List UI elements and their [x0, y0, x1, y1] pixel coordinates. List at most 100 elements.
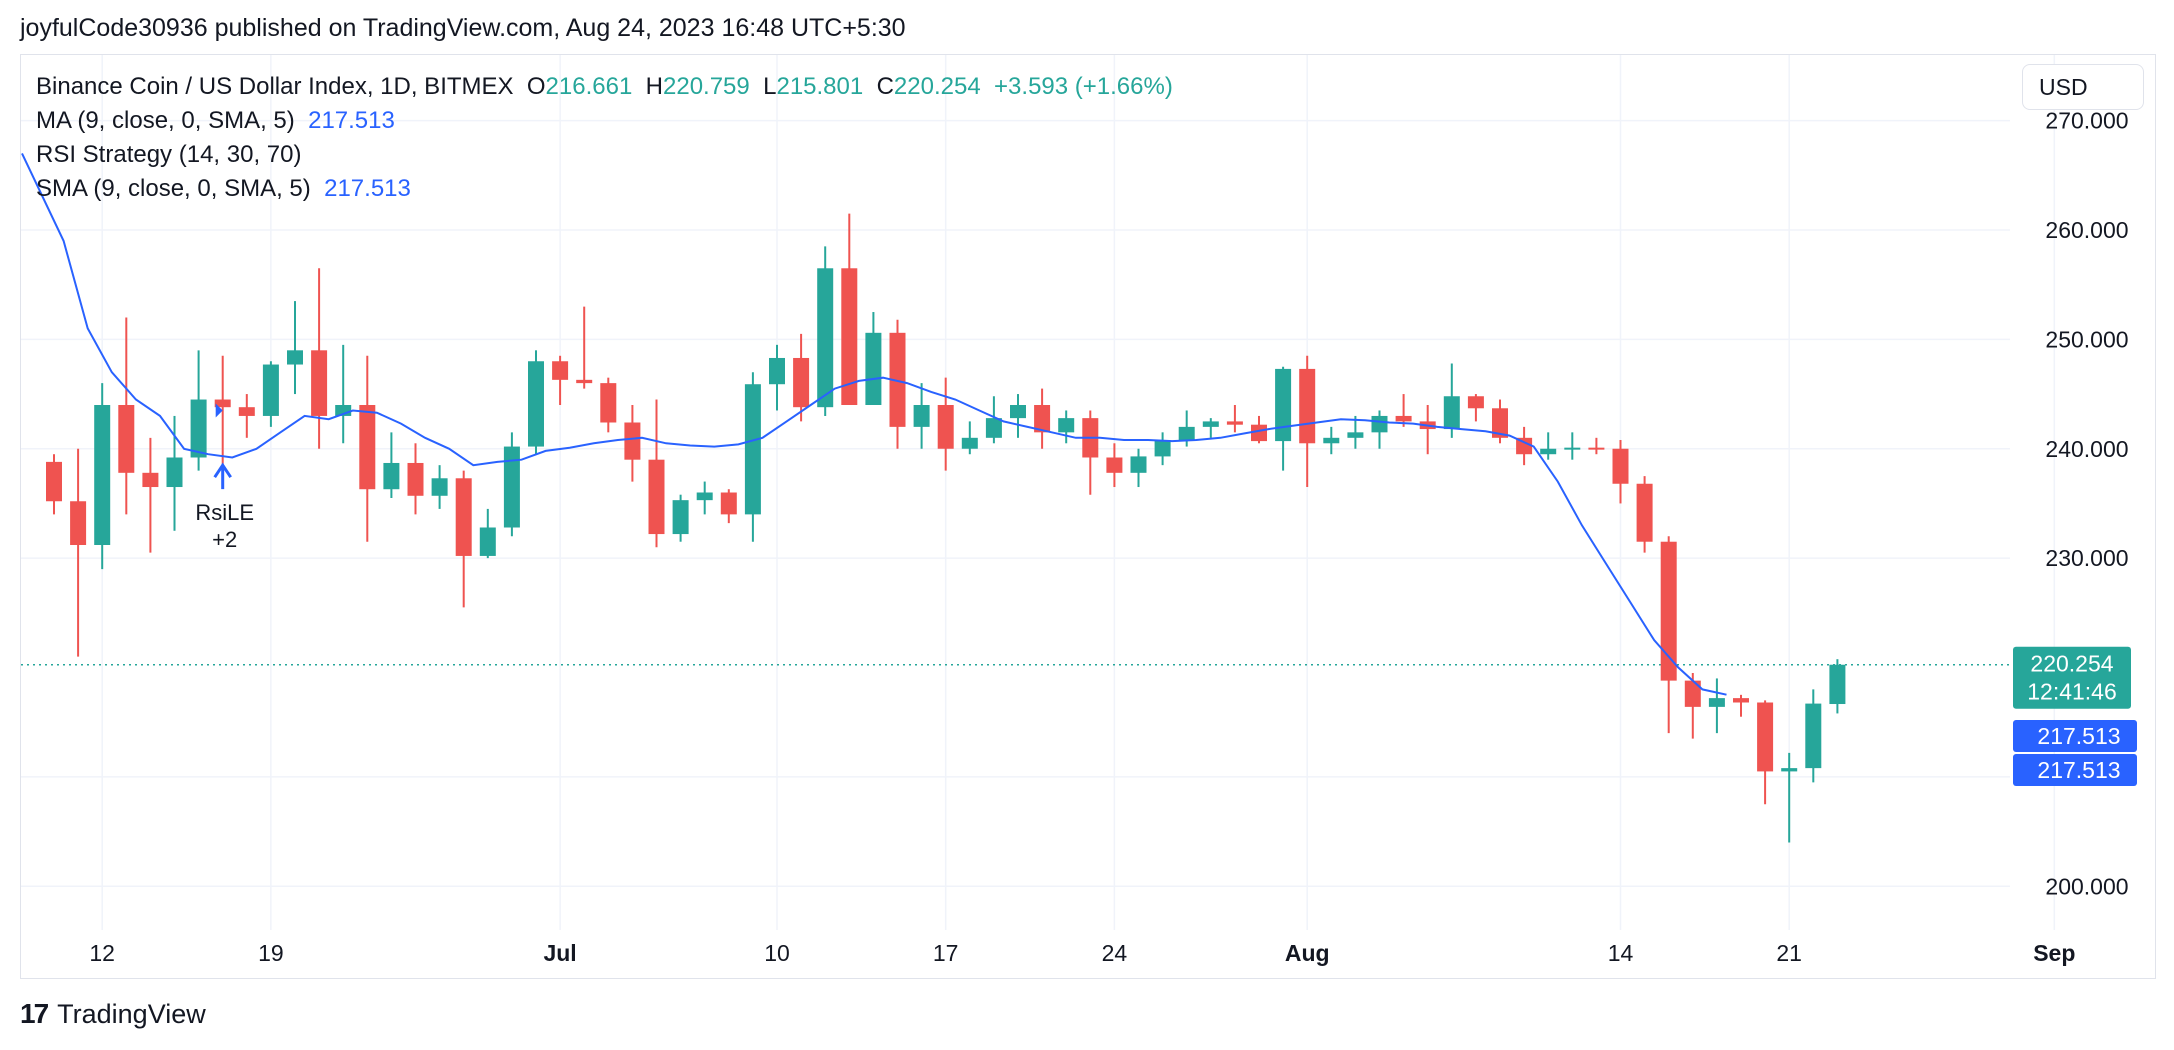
open-label: O [526, 73, 546, 100]
ma-value: 217.513 [308, 107, 395, 134]
y-tick-label: 230.000 [2045, 545, 2128, 571]
candle [1612, 440, 1629, 504]
candle [793, 333, 810, 422]
candle [1275, 366, 1292, 471]
candle [479, 508, 496, 559]
candle-body [190, 399, 207, 458]
candle [1492, 399, 1508, 444]
candle-body [287, 350, 303, 365]
low-value: 215.801 [776, 73, 864, 100]
chart-legend: Binance Coin / US Dollar Index, 1D, BITM… [36, 70, 1173, 206]
x-tick-label: 14 [1608, 940, 1634, 966]
candle [865, 312, 882, 405]
candle-body [431, 478, 448, 496]
x-tick-label: 10 [764, 940, 790, 966]
candle-body [1516, 437, 1533, 455]
candle [431, 465, 448, 509]
candle [1010, 394, 1026, 438]
candle [1299, 355, 1316, 488]
price-tag-value: 217.513 [2037, 723, 2120, 749]
candle [1323, 426, 1340, 455]
candle-body [1251, 424, 1267, 442]
candle-body [262, 364, 279, 416]
candle-body [1130, 456, 1147, 473]
candle-body [1540, 448, 1557, 455]
y-tick-label: 200.000 [2045, 873, 2128, 899]
price-tag [2013, 720, 2137, 752]
candle-body [696, 492, 713, 501]
candle [1829, 659, 1846, 714]
candle-body [1492, 408, 1508, 438]
change-value: +3.593 (+1.66%) [994, 73, 1173, 100]
candle [1516, 426, 1533, 466]
price-tag-value: 217.513 [2037, 757, 2120, 783]
candle [720, 489, 737, 524]
candle-body [841, 268, 858, 405]
candle-body [600, 383, 617, 423]
candle [1082, 410, 1099, 495]
candle [335, 344, 352, 444]
candle-body [793, 357, 810, 408]
rsi-row[interactable]: RSI Strategy (14, 30, 70) [36, 138, 1173, 172]
candle-body [503, 446, 520, 528]
ohlc-row: Binance Coin / US Dollar Index, 1D, BITM… [36, 70, 1173, 104]
candle-body [455, 478, 472, 556]
candle [1564, 432, 1581, 460]
candle-body [1805, 703, 1822, 769]
candle-body [648, 459, 665, 535]
sma-row[interactable]: SMA (9, close, 0, SMA, 5) 217.513 [36, 172, 1173, 206]
candle-body [1564, 447, 1581, 450]
candle-body [624, 422, 641, 460]
candle-body [672, 500, 689, 535]
candle [1371, 410, 1388, 449]
candle [94, 383, 111, 570]
candle [817, 246, 834, 416]
candle [1419, 405, 1436, 455]
y-tick-label: 250.000 [2045, 326, 2128, 352]
footer-branding: 17 TradingView [20, 998, 206, 1030]
candle-body [1226, 421, 1243, 425]
candle-body [1323, 437, 1340, 444]
candle-body [166, 457, 183, 488]
ma-row[interactable]: MA (9, close, 0, SMA, 5) 217.513 [36, 104, 1173, 138]
low-label: L [763, 73, 777, 100]
candle-body [1275, 368, 1292, 442]
candle-body [961, 437, 978, 449]
ma-label: MA (9, close, 0, SMA, 5) [36, 107, 295, 134]
candle [1805, 689, 1822, 783]
candle [961, 421, 978, 455]
candle [238, 394, 255, 438]
symbol-label[interactable]: Binance Coin / US Dollar Index, 1D, BITM… [36, 73, 514, 100]
candle [552, 355, 569, 405]
candle [455, 470, 472, 608]
candle [1660, 536, 1677, 734]
candle-body [528, 361, 544, 447]
candle-body [1106, 457, 1123, 473]
candle [1467, 394, 1484, 422]
currency-button[interactable]: USD [2022, 64, 2144, 110]
candle [190, 350, 207, 471]
candle-body [769, 357, 785, 385]
candle [624, 405, 641, 482]
chart-frame [20, 54, 2156, 979]
candle [46, 454, 62, 515]
close-label: C [876, 73, 894, 100]
candle [383, 432, 400, 498]
candle-body [576, 379, 593, 384]
candle-body [118, 405, 135, 473]
candle [528, 350, 544, 455]
candle-body [94, 405, 111, 545]
candle-body [552, 361, 569, 380]
x-tick-label: Aug [1285, 940, 1330, 966]
candle-body [817, 268, 834, 408]
candle-body [865, 332, 882, 405]
x-tick-label: 24 [1102, 940, 1128, 966]
candle [913, 383, 930, 449]
candle-body [1757, 702, 1774, 772]
candle-body [889, 332, 906, 427]
y-tick-label: 260.000 [2045, 217, 2128, 243]
candle [1251, 415, 1267, 444]
candle [166, 415, 183, 531]
candle [214, 355, 231, 471]
